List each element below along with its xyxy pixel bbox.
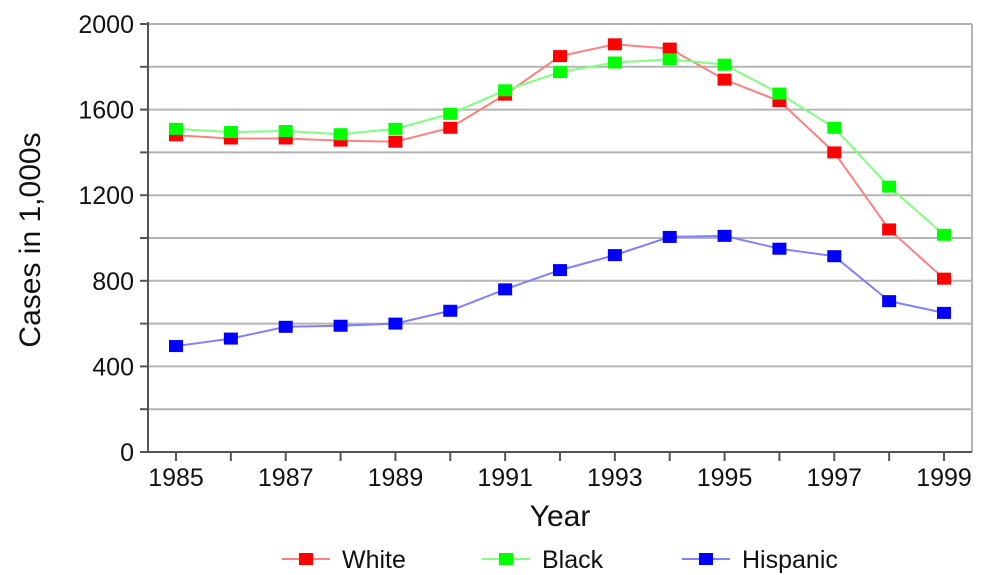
legend: White Black Hispanic [282, 546, 838, 574]
grid-lines [148, 23, 973, 452]
legend-item-black: Black [482, 546, 604, 574]
data-point-black [937, 228, 951, 241]
data-point-hispanic [498, 283, 513, 296]
data-point-black [772, 87, 787, 100]
x-tick-label: 1991 [477, 464, 533, 492]
series-group [169, 38, 951, 353]
data-point-hispanic [937, 306, 951, 319]
legend-item-hispanic: Hispanic [682, 546, 838, 574]
x-tick-label: 1999 [916, 464, 972, 492]
x-tick-label: 1985 [148, 464, 204, 492]
y-tick-label: 800 [92, 268, 134, 296]
y-tick-label: 1600 [78, 97, 134, 125]
data-point-white [717, 73, 732, 86]
data-point-white [388, 135, 403, 148]
data-point-black [662, 53, 677, 66]
data-point-hispanic [827, 250, 842, 263]
data-point-white [662, 42, 677, 55]
series-line-white [175, 43, 945, 280]
data-point-hispanic [772, 242, 787, 255]
legend-label: Black [542, 546, 604, 574]
data-point-hispanic [553, 264, 567, 277]
x-axis-title: Year [530, 500, 591, 533]
tick-labels: 0 400 800 1200 1600 2000 1985 1987 1989 1991 1993 1… [78, 11, 971, 492]
legend-label: Hispanic [742, 546, 838, 574]
data-point-hispanic [169, 340, 183, 353]
data-point-black [882, 180, 897, 193]
data-point-hispanic [662, 230, 677, 243]
data-point-white [607, 38, 622, 51]
data-point-black [169, 122, 183, 135]
data-point-hispanic [607, 249, 622, 262]
x-tick-label: 1987 [258, 464, 314, 492]
y-tick-label: 0 [120, 439, 134, 467]
data-point-white [553, 50, 567, 63]
axes [140, 22, 972, 461]
data-point-hispanic [278, 320, 293, 333]
x-tick-label: 1995 [697, 464, 753, 492]
data-point-black [607, 56, 622, 69]
x-tick-label: 1989 [368, 464, 424, 492]
legend-label: White [342, 546, 406, 574]
data-point-hispanic [443, 304, 458, 317]
data-point-hispanic [388, 317, 403, 330]
x-tick-label: 1993 [587, 464, 643, 492]
legend-marker [299, 553, 313, 565]
legend-item-white: White [282, 546, 406, 574]
data-point-hispanic [717, 229, 732, 242]
data-point-black [717, 58, 732, 71]
data-point-white [827, 146, 842, 159]
data-point-white [882, 223, 897, 236]
data-point-hispanic [882, 295, 897, 308]
data-point-black [388, 122, 403, 135]
legend-marker [699, 553, 713, 565]
data-point-black [443, 107, 458, 120]
x-tick-label: 1997 [806, 464, 862, 492]
data-point-black [278, 125, 293, 137]
data-point-black [553, 66, 567, 79]
data-point-black [498, 84, 513, 97]
y-axis-title: Cases in 1,000s [14, 132, 47, 347]
data-point-white [443, 121, 458, 134]
y-tick-label: 400 [92, 353, 134, 381]
series-black [169, 53, 951, 241]
legend-marker [499, 553, 513, 565]
y-tick-label: 1200 [78, 182, 134, 210]
data-point-black [333, 128, 348, 141]
data-point-hispanic [333, 319, 348, 332]
data-point-white [937, 272, 951, 285]
series-white [169, 38, 951, 285]
data-point-black [223, 126, 238, 139]
data-point-hispanic [223, 332, 238, 345]
data-point-black [827, 121, 842, 134]
y-tick-label: 2000 [78, 11, 134, 39]
series-hispanic [169, 229, 951, 353]
